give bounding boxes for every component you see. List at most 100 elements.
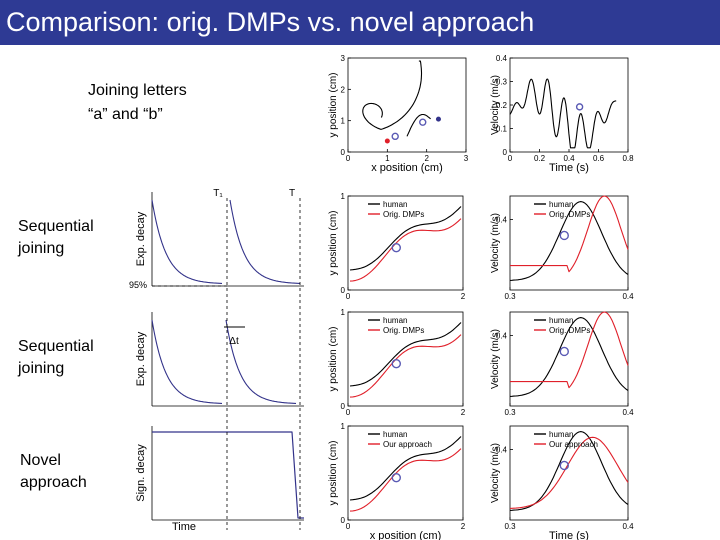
y-tick-label-2-1: 1 (341, 192, 346, 201)
trajectory-start-dot (384, 138, 390, 144)
threshold-label: 95% (129, 280, 147, 290)
position-dmp-1 (349, 334, 462, 398)
velocity-human-2 (509, 431, 629, 511)
legend-label-2-1: Orig. DMPs (383, 210, 424, 219)
y-tick-label-5-0: 0.4 (496, 332, 508, 341)
position-dmp-2 (349, 448, 462, 512)
row2-label-line1: Sequential (18, 338, 94, 355)
position-human-2 (349, 436, 462, 501)
x-tick-label-6-0: 0 (346, 522, 351, 531)
x-tick-label-5-0: 0.3 (504, 408, 516, 417)
y-tick-label-2-0: 0 (341, 286, 346, 295)
y-tick-label-6-0: 0 (341, 516, 346, 525)
legend-label-5-0: human (549, 316, 573, 325)
position-human-0 (349, 206, 462, 271)
trajectory-end-dot (435, 116, 441, 122)
x-tick-label-0-2: 2 (424, 154, 429, 163)
t1-label: T₁ (213, 188, 223, 199)
position-marker-1 (391, 359, 401, 369)
top-label-line1: Joining letters (88, 82, 187, 99)
xlabel-0: x position (cm) (371, 162, 443, 174)
y-tick-label-0-1: 1 (341, 117, 346, 126)
decay-time-label: Time (172, 521, 196, 533)
y-tick-label-0-2: 2 (341, 85, 346, 94)
title-bar: Comparison: orig. DMPs vs. novel approac… (0, 0, 720, 45)
x-tick-label-1-4: 0.8 (622, 154, 634, 163)
top-label-line2: “a” and “b” (88, 106, 163, 123)
x-tick-label-7-1: 0.4 (622, 522, 634, 531)
ylabel-4: y position (cm) (328, 326, 339, 391)
row3-label-line2: approach (20, 474, 87, 491)
axes-frame-3 (509, 195, 629, 291)
ylabel-7: Velocity (m/s) (490, 443, 501, 503)
legend-label-7-0: human (549, 430, 573, 439)
legend-label-6-1: Our approach (383, 440, 432, 449)
velocity-dmp-2 (509, 436, 629, 509)
velocity-dmp-1 (510, 311, 629, 389)
x-tick-label-3-0: 0.3 (504, 292, 516, 301)
legend-label-4-1: Orig. DMPs (383, 326, 424, 335)
trajectory-marker-0 (391, 132, 399, 141)
y-tick-label-4-0: 0 (341, 402, 346, 411)
x-tick-label-0-0: 0 (346, 154, 351, 163)
x-tick-label-1-0: 0 (508, 154, 513, 163)
legend-label-4-0: human (383, 316, 407, 325)
trajectory-tail (406, 113, 431, 137)
row1-label-line2: joining (18, 240, 65, 257)
velocity-marker-0 (559, 230, 569, 241)
velocity-human-0 (509, 201, 629, 281)
x-tick-label-0-1: 1 (385, 154, 390, 163)
x-tick-label-7-0: 0.3 (504, 522, 516, 531)
ylabel-5: Velocity (m/s) (490, 329, 501, 389)
t-label: T (289, 188, 295, 199)
xlabel-1: Time (s) (549, 162, 589, 174)
velocity-dmp-0 (510, 195, 629, 273)
axes-frame-0 (347, 57, 467, 153)
axes-frame-4 (347, 311, 464, 407)
y-tick-label-7-0: 0.4 (496, 446, 508, 455)
y-tick-label-1-1: 0.1 (496, 125, 508, 134)
ylabel-0: y position (cm) (328, 72, 339, 137)
decay-curve-1-1 (225, 319, 296, 404)
trajectory-marker-1 (419, 118, 427, 126)
row2-label-line2: joining (18, 360, 65, 377)
row3-label-line1: Novel (20, 452, 61, 469)
x-tick-label-0-3: 3 (464, 154, 469, 163)
axes-frame-2 (347, 195, 464, 291)
ylabel-6: y position (cm) (328, 440, 339, 505)
decay-ylabel-1: Exp. decay (135, 331, 147, 386)
trajectory-line (362, 60, 423, 130)
x-tick-label-4-0: 0 (346, 408, 351, 417)
y-tick-label-3-0: 0.4 (496, 216, 508, 225)
position-dmp-0 (349, 218, 462, 282)
xlabel-7: Time (s) (549, 530, 589, 540)
ylabel-3: Velocity (m/s) (490, 213, 501, 273)
legend-label-7-1: Our approach (549, 440, 598, 449)
dt-label: Δt (229, 336, 239, 347)
legend-label-6-0: human (383, 430, 407, 439)
decay-ylabel-2: Sign. decay (135, 444, 147, 502)
legend-label-2-0: human (383, 200, 407, 209)
ylabel-2: y position (cm) (328, 210, 339, 275)
sigmoid-curve (152, 431, 304, 519)
axes-frame-5 (509, 311, 629, 407)
decay-curve-1-0 (151, 319, 222, 404)
slide-title: Comparison: orig. DMPs vs. novel approac… (6, 7, 535, 37)
x-tick-label-6-1: 2 (461, 522, 466, 531)
ylabel-1: Velocity (m/s) (490, 75, 501, 135)
x-tick-label-1-2: 0.4 (563, 154, 575, 163)
velocity-marker-2 (559, 460, 569, 471)
y-tick-label-1-2: 0.2 (496, 101, 508, 110)
x-tick-label-4-1: 2 (461, 408, 466, 417)
y-tick-label-0-3: 3 (341, 54, 346, 63)
axes-frame-7 (509, 425, 629, 521)
y-tick-label-1-0: 0 (503, 148, 508, 157)
legend-label-3-1: Orig. DMPs (549, 210, 590, 219)
position-marker-0 (391, 242, 401, 253)
x-tick-label-2-1: 2 (461, 292, 466, 301)
decay-ylabel-0: Exp. decay (135, 211, 147, 266)
xlabel-6: x position (cm) (370, 530, 442, 540)
velocity-marker-1 (559, 346, 569, 357)
y-tick-label-6-1: 1 (341, 422, 346, 431)
